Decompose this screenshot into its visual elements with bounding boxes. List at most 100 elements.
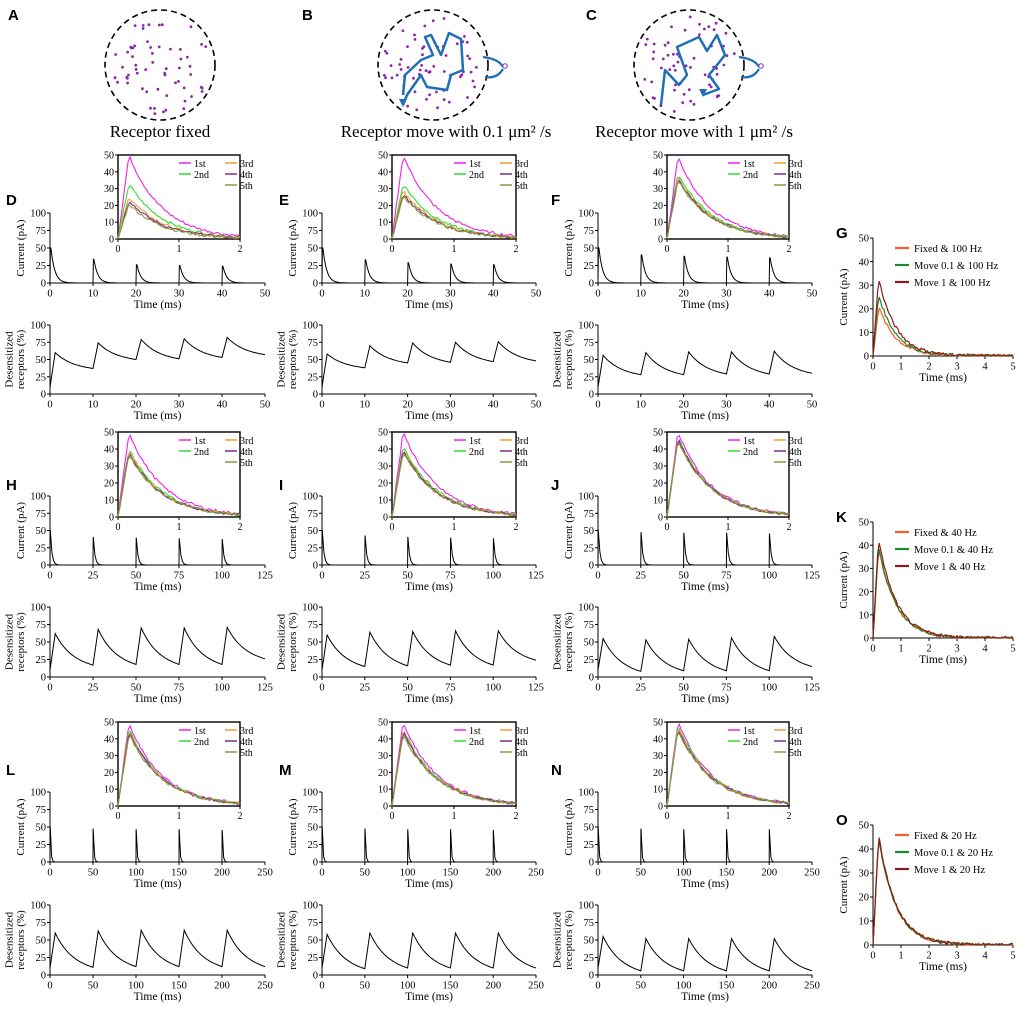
- y-axis-label: receptors (%): [287, 910, 299, 970]
- x-tick-label: 0: [319, 981, 324, 992]
- y-tick-label: 50: [308, 936, 319, 947]
- receptor-dot: [463, 35, 466, 38]
- y-axis-label: Desensitized: [552, 911, 564, 968]
- x-tick-label: 200: [485, 868, 501, 879]
- x-tick-label: 0: [319, 289, 324, 300]
- legend-label: 1st: [194, 159, 206, 170]
- y-tick-label: 25: [584, 543, 595, 554]
- x-tick-label: 1: [452, 522, 457, 533]
- y-tick-label: 100: [302, 321, 318, 332]
- x-tick-label: 10: [636, 400, 647, 411]
- inset-series-line: [666, 732, 790, 807]
- x-tick-label: 150: [719, 981, 735, 992]
- x-tick-label: 50: [360, 981, 371, 992]
- y-tick-label: 75: [36, 338, 47, 349]
- receptor-dot: [689, 66, 692, 69]
- inset-series-line: [117, 724, 241, 807]
- x-tick-label: 50: [402, 571, 413, 582]
- inset-frame: [391, 431, 517, 518]
- receptor-dot: [406, 66, 410, 69]
- receptor-dot: [383, 49, 387, 53]
- x-tick-label: 2: [787, 522, 792, 533]
- x-axis-label: Time (ms): [134, 299, 182, 311]
- receptor-dot: [466, 96, 469, 99]
- x-tick-label: 2: [238, 244, 243, 255]
- receptor-dot: [703, 27, 706, 31]
- y-tick-label: 50: [308, 244, 319, 255]
- x-tick-label: 20: [402, 400, 413, 411]
- receptor-dot: [156, 87, 160, 91]
- x-tick-label: 40: [488, 289, 499, 300]
- y-tick-label: 10: [378, 496, 388, 507]
- y-tick-label: 100: [578, 321, 594, 332]
- y-axis-label: receptors (%): [15, 329, 27, 389]
- x-tick-label: 1: [452, 811, 457, 822]
- receptor-dot: [153, 112, 157, 115]
- y-tick-label: 50: [859, 821, 870, 832]
- inset-series-line: [391, 195, 517, 240]
- x-tick-label: 50: [260, 400, 271, 411]
- legend-label: 1st: [469, 159, 481, 170]
- receptor-dot: [435, 90, 438, 94]
- x-tick-label: 250: [257, 868, 273, 879]
- receptor-dot: [149, 46, 153, 49]
- x-tick-label: 50: [807, 289, 818, 300]
- x-tick-label: 1: [726, 811, 731, 822]
- x-tick-label: 150: [171, 868, 187, 879]
- x-tick-label: 100: [128, 981, 144, 992]
- y-tick-label: 0: [313, 971, 318, 982]
- x-tick-label: 0: [319, 683, 324, 694]
- y-tick-label: 40: [653, 167, 663, 178]
- legend-label: 1st: [469, 726, 481, 737]
- receptor-dot: [471, 79, 475, 83]
- y-tick-label: 75: [36, 509, 47, 520]
- y-tick-label: 0: [383, 235, 388, 246]
- y-tick-label: 30: [653, 462, 663, 473]
- x-tick-label: 100: [214, 571, 230, 582]
- y-tick-label: 50: [859, 518, 870, 529]
- y-tick-label: 25: [584, 372, 595, 383]
- legend-label: 5th: [515, 458, 528, 469]
- y-axis-label: Current (pA): [838, 856, 850, 913]
- legend-label: 5th: [240, 748, 253, 759]
- receptor-dot: [698, 22, 701, 26]
- x-tick-label: 20: [402, 289, 413, 300]
- x-tick-label: 100: [128, 868, 144, 879]
- receptor-dot: [149, 106, 152, 110]
- panel-label-E: E: [279, 192, 289, 209]
- legend-label: 5th: [515, 748, 528, 759]
- receptor-dot: [708, 83, 711, 87]
- caption-B: Receptor move with 0.1 μm² /s: [341, 122, 552, 141]
- receptor-dot: [442, 70, 446, 73]
- y-tick-label: 100: [302, 901, 318, 912]
- x-tick-label: 50: [360, 868, 371, 879]
- receptor-dot: [692, 56, 696, 60]
- receptor-dot: [421, 53, 424, 57]
- current-trace: [49, 530, 265, 566]
- x-tick-label: 75: [174, 683, 185, 694]
- legend-label: 3rd: [515, 436, 528, 447]
- legend-label: 3rd: [240, 159, 253, 170]
- y-tick-label: 30: [859, 869, 870, 880]
- x-tick-label: 2: [926, 951, 931, 962]
- x-tick-label: 3: [954, 644, 959, 655]
- desensitization-trace: [49, 336, 266, 388]
- y-tick-label: 50: [308, 355, 319, 366]
- y-tick-label: 100: [30, 321, 46, 332]
- y-tick-label: 40: [653, 445, 663, 456]
- receptor-dot: [715, 72, 719, 76]
- x-tick-label: 125: [804, 571, 820, 582]
- x-tick-label: 1: [898, 644, 903, 655]
- receptor-dot: [459, 75, 462, 79]
- inset-series-line: [117, 733, 241, 807]
- x-tick-label: 50: [678, 683, 689, 694]
- legend-label: 2nd: [743, 170, 758, 181]
- y-tick-label: 30: [859, 564, 870, 575]
- y-tick-label: 25: [36, 953, 47, 964]
- x-tick-label: 100: [400, 981, 416, 992]
- receptor-dot: [200, 86, 204, 90]
- y-tick-label: 10: [859, 917, 870, 928]
- x-tick-label: 25: [360, 571, 371, 582]
- x-tick-label: 0: [47, 571, 52, 582]
- legend-label: 5th: [515, 181, 528, 192]
